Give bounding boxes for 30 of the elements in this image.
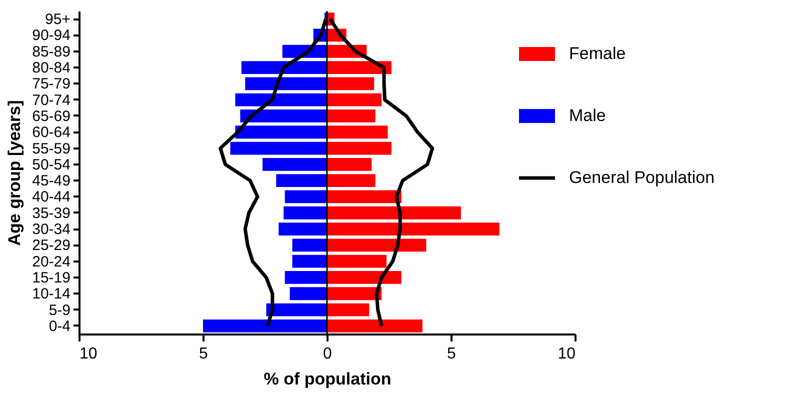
legend-label: Male <box>569 106 606 125</box>
x-axis-title: % of population <box>264 370 392 388</box>
y-tick-label: 15-19 <box>32 269 70 286</box>
x-tick-label: 5 <box>447 346 456 362</box>
y-tick-label: 40-44 <box>32 188 70 206</box>
legend-label: General Population <box>569 168 715 187</box>
y-tick-label: 75-79 <box>32 76 70 93</box>
y-tick-label: 55-59 <box>32 140 70 158</box>
y-tick-label: 45-49 <box>32 172 70 190</box>
y-tick-label: 95+ <box>45 11 71 28</box>
y-tick-label: 70-74 <box>32 92 70 109</box>
y-axis-title: Age group [years] <box>5 100 24 246</box>
y-tick-label: 10-14 <box>32 286 70 303</box>
y-tick-label: 25-29 <box>32 237 70 254</box>
x-tick-label: 10 <box>80 346 98 362</box>
y-tick-label: 50-54 <box>32 156 70 174</box>
legend-label: Female <box>569 44 626 63</box>
y-tick-label: 90-94 <box>32 27 70 44</box>
y-tick-label: 60-64 <box>32 124 70 142</box>
y-tick-label: 35-39 <box>32 204 70 222</box>
y-tick-label: 85-89 <box>32 43 70 60</box>
y-tick-label: 20-24 <box>32 253 70 270</box>
y-tick-label: 0-4 <box>48 318 70 335</box>
y-tick-label: 80-84 <box>32 60 70 77</box>
y-tick-label: 65-69 <box>32 108 70 125</box>
y-tick-label: 5-9 <box>48 302 70 319</box>
y-tick-label: 30-34 <box>32 221 70 238</box>
x-tick-label: 10 <box>558 346 576 362</box>
x-tick-label: 5 <box>199 346 208 362</box>
x-tick-label: 0 <box>323 346 332 362</box>
